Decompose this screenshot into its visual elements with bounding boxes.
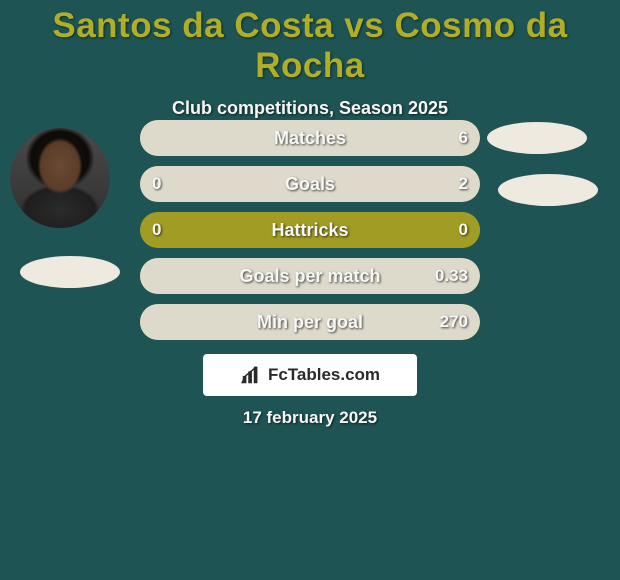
stat-value-right: 270 xyxy=(440,304,468,340)
stat-row-hattricks: 0 Hattricks 0 xyxy=(140,212,480,248)
stat-value-right: 6 xyxy=(459,120,468,156)
stat-row-min-per-goal: Min per goal 270 xyxy=(140,304,480,340)
comparison-card: Santos da Costa vs Cosmo da Rocha Club c… xyxy=(0,0,620,580)
stat-label: Matches xyxy=(140,120,480,156)
bar-chart-icon xyxy=(240,364,262,386)
avatar-silhouette xyxy=(10,128,110,228)
stat-row-goals-per-match: Goals per match 0.33 xyxy=(140,258,480,294)
player-left-avatar xyxy=(10,128,110,228)
branding-logo: FcTables.com xyxy=(203,354,417,396)
stat-label: Hattricks xyxy=(140,212,480,248)
date-label: 17 february 2025 xyxy=(0,408,620,428)
stat-row-goals: 0 Goals 2 xyxy=(140,166,480,202)
stats-block: Matches 6 0 Goals 2 0 Hattricks 0 Goals … xyxy=(140,120,480,350)
player-left-flag xyxy=(20,256,120,288)
stat-label: Goals xyxy=(140,166,480,202)
player-right-flag-1 xyxy=(487,122,587,154)
stat-row-matches: Matches 6 xyxy=(140,120,480,156)
subtitle: Club competitions, Season 2025 xyxy=(0,98,620,119)
stat-label: Min per goal xyxy=(140,304,480,340)
page-title: Santos da Costa vs Cosmo da Rocha xyxy=(0,0,620,86)
stat-value-right: 2 xyxy=(459,166,468,202)
player-right-flag-2 xyxy=(498,174,598,206)
logo-text: FcTables.com xyxy=(268,365,380,385)
stat-value-right: 0 xyxy=(459,212,468,248)
stat-label: Goals per match xyxy=(140,258,480,294)
stat-value-right: 0.33 xyxy=(435,258,468,294)
